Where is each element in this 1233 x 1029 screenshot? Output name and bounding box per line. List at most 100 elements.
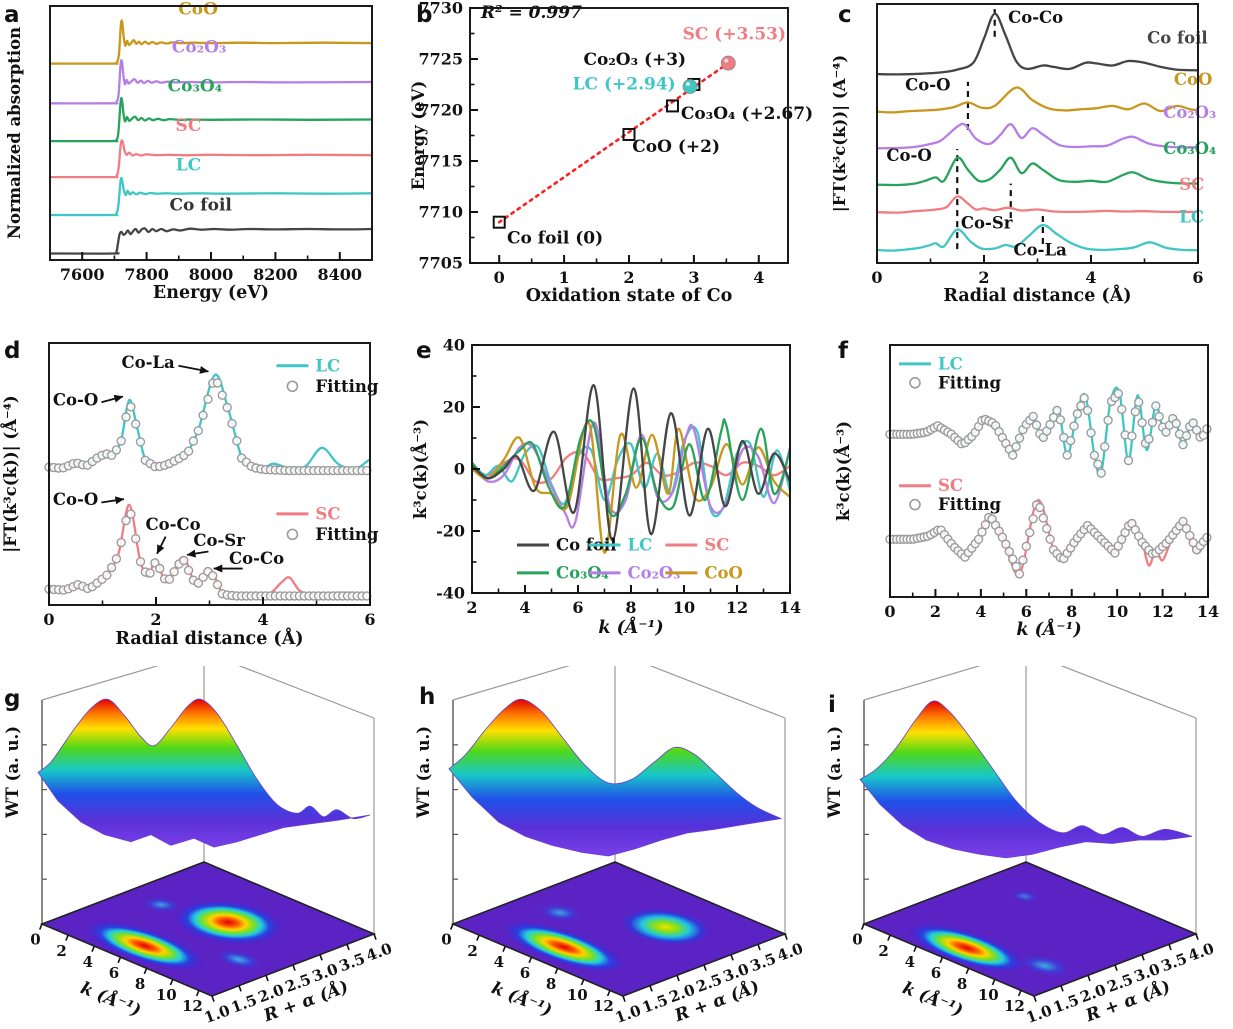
svg-text:Co₂O₃: Co₂O₃ bbox=[172, 37, 227, 57]
svg-text:0: 0 bbox=[871, 268, 882, 287]
svg-text:LC: LC bbox=[176, 155, 201, 175]
svg-text:Co-La: Co-La bbox=[1014, 240, 1068, 259]
svg-text:2: 2 bbox=[623, 268, 634, 287]
svg-text:k (Å⁻¹): k (Å⁻¹) bbox=[1016, 618, 1081, 640]
panel-h: h 0 2 4 6 8 10 12 k (Å⁻¹) 1.0 1.5 2.0 2.5 3.0 3.5 4.0 R… bbox=[411, 666, 822, 1029]
svg-text:Radial distance (Å): Radial distance (Å) bbox=[943, 284, 1131, 306]
svg-text:|FT(k³c(k))| (Å⁻⁴): |FT(k³c(k))| (Å⁻⁴) bbox=[833, 55, 849, 212]
svg-text:4: 4 bbox=[905, 953, 915, 971]
svg-text:4: 4 bbox=[83, 953, 93, 971]
svg-text:6: 6 bbox=[364, 610, 375, 629]
svg-c-series bbox=[876, 12, 1199, 76]
svg-text:0: 0 bbox=[43, 610, 54, 629]
svg-text:12: 12 bbox=[1151, 602, 1173, 621]
svg-text:4: 4 bbox=[519, 598, 530, 617]
panel-g: g 0 2 4 6 8 10 12 k (Å⁻¹) 1.0 1.5 2.0 2.5 3.0 3.5 4.0 R… bbox=[0, 666, 411, 1029]
svg-text:0: 0 bbox=[852, 931, 862, 949]
svg-text:6: 6 bbox=[572, 598, 583, 617]
svg-text:10: 10 bbox=[1106, 602, 1128, 621]
panel-e: e Co foil LC SC Co₃O₄ Co₂O₃ CoO 2 4 6 8 10 12 14 -40 -… bbox=[408, 332, 833, 666]
svg-text:7725: 7725 bbox=[418, 50, 463, 69]
svg-a-series bbox=[49, 227, 373, 255]
svg-text:CoO (+2): CoO (+2) bbox=[632, 137, 720, 157]
svg-b-fit-line bbox=[497, 58, 735, 224]
svg-text:8: 8 bbox=[546, 975, 556, 993]
svg-text:0: 0 bbox=[441, 931, 451, 949]
svg-text:2: 2 bbox=[930, 602, 941, 621]
svg-text:LC: LC bbox=[628, 535, 653, 554]
panel-letter-a: a bbox=[4, 2, 20, 28]
svg-text:8400: 8400 bbox=[318, 265, 363, 284]
svg-text:SC: SC bbox=[315, 504, 340, 523]
svg-text:4: 4 bbox=[257, 610, 268, 629]
svg-text:4: 4 bbox=[975, 602, 986, 621]
svg-text:Co foil (0): Co foil (0) bbox=[507, 229, 603, 249]
svg-text:Co-O: Co-O bbox=[53, 391, 98, 410]
svg-text:SC: SC bbox=[176, 116, 202, 136]
svg-text:Co₃O₄: Co₃O₄ bbox=[1163, 139, 1216, 158]
svg-text:k³c(k)(Å⁻³): k³c(k)(Å⁻³) bbox=[833, 421, 853, 521]
svg-text:2: 2 bbox=[466, 598, 477, 617]
svg-text:|FT(k³c(k))| (Å⁻⁴): |FT(k³c(k))| (Å⁻⁴) bbox=[0, 395, 20, 552]
panel-letter-c: c bbox=[838, 2, 852, 28]
panel-letter-g: g bbox=[4, 686, 21, 712]
svg-text:CoO: CoO bbox=[178, 0, 218, 19]
svg-text:R² = 0.997: R² = 0.997 bbox=[480, 3, 582, 23]
panel-letter-i: i bbox=[828, 692, 836, 718]
svg-text:Co-Co: Co-Co bbox=[1008, 8, 1063, 27]
svg-c-series bbox=[876, 223, 1199, 252]
svg-text:6: 6 bbox=[520, 964, 530, 982]
svg-text:WT (a. u.): WT (a. u.) bbox=[3, 726, 22, 819]
svg-d-fitcircles bbox=[44, 509, 372, 601]
svg-text:SC: SC bbox=[1179, 175, 1204, 194]
svg-text:Radial distance (Å): Radial distance (Å) bbox=[115, 627, 303, 649]
svg-text:12: 12 bbox=[1004, 997, 1025, 1015]
svg-text:1.0: 1.0 bbox=[1024, 1001, 1055, 1027]
svg-c-series bbox=[876, 156, 1199, 187]
svg-text:-40: -40 bbox=[436, 584, 465, 603]
panel-i: i 0 2 4 6 8 10 12 k (Å⁻¹) 1.0 1.5 2.0 2.5 3.0 3.5 4.0 R… bbox=[822, 666, 1233, 1029]
svg-text:2: 2 bbox=[56, 942, 66, 960]
svg-text:1.0: 1.0 bbox=[202, 1001, 233, 1027]
svg-text:12: 12 bbox=[182, 997, 203, 1015]
svg-b-pt-Co₃O₄ bbox=[665, 99, 679, 113]
panel-letter-f: f bbox=[838, 338, 849, 364]
svg-text:3.5: 3.5 bbox=[748, 950, 779, 976]
panel-d: d Co-La Co-O Co-O Co-Co Co-Sr Co-Co LC Fitting S… bbox=[0, 332, 408, 666]
svg-text:Energy (eV): Energy (eV) bbox=[153, 283, 269, 303]
svg-text:Co-Co: Co-Co bbox=[146, 515, 201, 534]
svg-text:Co-O: Co-O bbox=[886, 146, 931, 165]
svg-text:10: 10 bbox=[673, 598, 695, 617]
svg-text:Normalized absorption: Normalized absorption bbox=[5, 27, 24, 239]
svg-text:k³c(k)(Å⁻³): k³c(k)(Å⁻³) bbox=[409, 419, 430, 519]
panel-letter-d: d bbox=[4, 338, 21, 364]
svg-text:10: 10 bbox=[156, 986, 177, 1004]
svg-text:8: 8 bbox=[135, 975, 145, 993]
svg-text:Co foil: Co foil bbox=[170, 195, 233, 215]
svg-b-pt-SC bbox=[720, 55, 736, 71]
svg-a-series bbox=[49, 139, 373, 179]
svg-b-pt-LC bbox=[682, 79, 698, 94]
svg-text:2: 2 bbox=[467, 942, 477, 960]
svg-text:6: 6 bbox=[931, 964, 941, 982]
svg-text:0: 0 bbox=[454, 460, 465, 479]
svg-text:Co-Co: Co-Co bbox=[229, 549, 284, 568]
svg-text:7710: 7710 bbox=[418, 203, 463, 222]
svg-a-series bbox=[49, 19, 373, 65]
panel-c-chart: Co-Co Co foil Co-O CoO Co₂O₃ Co-O Co₃O₄ SC Co-Sr… bbox=[833, 3, 1216, 306]
svg-text:0: 0 bbox=[30, 931, 40, 949]
svg-h-surface bbox=[448, 698, 783, 857]
svg-text:Fitting: Fitting bbox=[315, 377, 378, 396]
svg-b-frame bbox=[469, 7, 789, 264]
svg-text:Co-La: Co-La bbox=[121, 353, 175, 372]
svg-c-series bbox=[876, 86, 1199, 114]
svg-text:Co-Sr: Co-Sr bbox=[193, 531, 245, 550]
svg-text:-20: -20 bbox=[436, 522, 465, 541]
svg-a-series bbox=[49, 59, 373, 105]
panel-letter-b: b bbox=[416, 2, 433, 28]
panel-letter-e: e bbox=[416, 338, 432, 364]
svg-i-surface bbox=[859, 700, 1193, 859]
svg-c-series bbox=[876, 122, 1199, 150]
